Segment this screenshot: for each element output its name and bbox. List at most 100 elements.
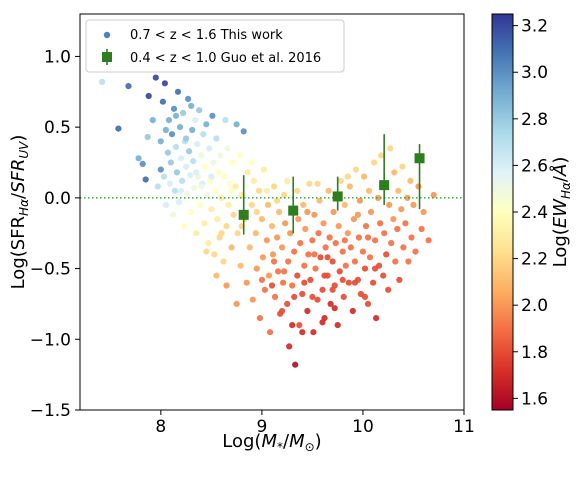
scatter-point bbox=[230, 211, 237, 218]
scatter-point bbox=[178, 187, 185, 194]
scatter-point bbox=[173, 169, 181, 176]
scatter-point bbox=[311, 211, 318, 218]
errorbar-marker bbox=[414, 153, 425, 164]
scatter-point bbox=[149, 117, 156, 124]
scatter-point bbox=[258, 216, 265, 223]
scatter-point bbox=[327, 300, 334, 307]
scatter-point bbox=[355, 234, 362, 241]
scatter-point bbox=[175, 199, 183, 206]
scatter-point bbox=[261, 286, 268, 293]
scatter-point bbox=[324, 254, 331, 261]
guo-errorbars bbox=[238, 134, 425, 235]
scatter-point bbox=[183, 163, 190, 170]
x-tick-label: 9 bbox=[256, 417, 267, 437]
scatter-point bbox=[233, 300, 240, 307]
scatter-point bbox=[320, 220, 327, 227]
scatter-point bbox=[276, 208, 283, 216]
scatter-point bbox=[226, 180, 233, 187]
scatter-point bbox=[258, 276, 265, 283]
y-tick-label: −1.0 bbox=[30, 330, 71, 350]
scatter-point bbox=[203, 248, 210, 255]
scatter-point bbox=[347, 244, 354, 251]
scatter-point bbox=[359, 248, 366, 255]
scatter-point bbox=[331, 305, 338, 312]
scatter-point bbox=[309, 237, 316, 244]
scatter-point bbox=[310, 329, 317, 336]
colorbar-tick-label: 2.8 bbox=[521, 110, 548, 130]
scatter-point bbox=[319, 319, 326, 326]
scatter-point bbox=[172, 143, 180, 150]
scatter-point bbox=[214, 216, 221, 223]
scatter-point bbox=[232, 183, 239, 190]
scatter-point bbox=[180, 109, 187, 117]
scatter-point bbox=[329, 258, 336, 265]
scatter-point bbox=[330, 208, 337, 216]
scatter-point bbox=[301, 262, 308, 269]
scatter-point bbox=[312, 265, 319, 272]
scatter-point bbox=[279, 307, 286, 315]
scatter-point bbox=[400, 244, 407, 251]
scatter-point bbox=[222, 117, 229, 124]
scatter-point bbox=[270, 183, 278, 190]
scatter-point bbox=[381, 230, 388, 237]
scatter-point bbox=[248, 159, 255, 166]
scatter-point bbox=[157, 138, 164, 145]
y-tick-label: 0.5 bbox=[44, 118, 71, 138]
scatter-point bbox=[164, 149, 171, 156]
scatter-point bbox=[266, 329, 274, 336]
scatter-point bbox=[300, 201, 307, 208]
scatter-point bbox=[345, 279, 352, 286]
scatter-point bbox=[386, 201, 393, 208]
errorbar-marker bbox=[332, 191, 343, 202]
scatter-point bbox=[360, 173, 368, 180]
scatter-point bbox=[286, 343, 293, 350]
y-tick-label: 1.0 bbox=[44, 47, 71, 67]
scatter-point bbox=[285, 258, 292, 265]
scatter-point bbox=[309, 293, 316, 300]
scatter-point bbox=[271, 293, 279, 300]
scatter-point bbox=[430, 191, 437, 199]
scatter-point bbox=[225, 201, 232, 208]
x-tick-label: 10 bbox=[352, 417, 374, 437]
y-tick-label: −1.5 bbox=[30, 401, 71, 421]
scatter-point bbox=[217, 152, 224, 159]
scatter-point bbox=[210, 159, 217, 166]
scatter-point bbox=[316, 197, 323, 204]
scatter-point bbox=[197, 201, 204, 208]
scatter-point bbox=[340, 293, 347, 300]
scatter-point bbox=[392, 258, 399, 265]
scatter-point bbox=[344, 173, 351, 180]
scatter-point bbox=[364, 300, 372, 307]
scatter-point bbox=[425, 237, 432, 244]
scatter-point bbox=[205, 240, 212, 247]
scatter-point bbox=[186, 148, 193, 155]
scatter-point bbox=[181, 223, 188, 230]
scatter-point bbox=[375, 194, 382, 201]
errorbar-marker bbox=[288, 205, 299, 216]
scatter-point bbox=[410, 201, 417, 208]
scatter-point bbox=[415, 183, 422, 190]
scatter-point bbox=[372, 265, 379, 272]
scatter-point bbox=[198, 152, 205, 159]
scatter-point bbox=[212, 187, 219, 194]
scatter-point bbox=[396, 276, 403, 283]
scatter-point bbox=[268, 282, 276, 289]
scatter-point bbox=[346, 183, 353, 190]
scatter-point bbox=[176, 124, 184, 131]
legend-marker-this-work bbox=[103, 31, 111, 39]
x-tick-label: 11 bbox=[453, 417, 475, 437]
colorbar-tick-label: 3.0 bbox=[521, 63, 548, 83]
scatter-point bbox=[99, 78, 106, 85]
scatter-point bbox=[352, 166, 359, 173]
scatter-point bbox=[354, 211, 361, 218]
scatter-point bbox=[202, 163, 209, 170]
scatter-point bbox=[228, 187, 235, 194]
scatter-point bbox=[351, 258, 358, 265]
scatter-point bbox=[259, 254, 266, 261]
scatter-point bbox=[294, 272, 301, 279]
scatter-point bbox=[365, 187, 373, 194]
colorbar-tick-label: 2.4 bbox=[521, 203, 548, 223]
scatter-point bbox=[125, 83, 132, 90]
colorbar-tick-label: 2.2 bbox=[521, 250, 548, 270]
scatter-point bbox=[249, 296, 256, 303]
